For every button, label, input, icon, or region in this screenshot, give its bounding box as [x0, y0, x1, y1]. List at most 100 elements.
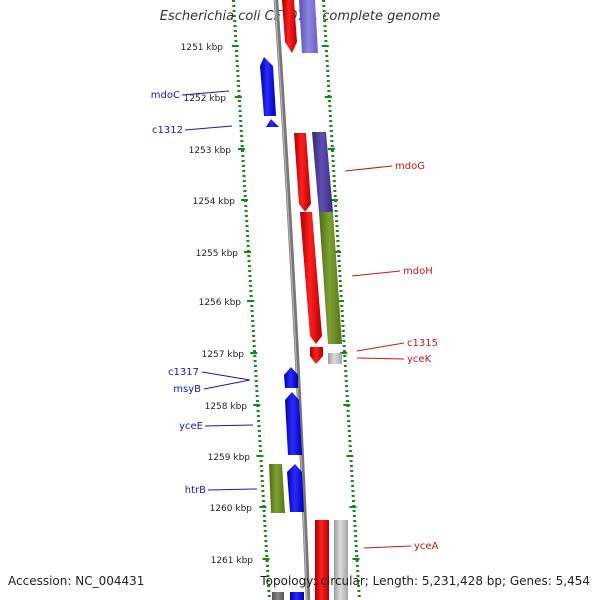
- gene-c1315: [310, 347, 323, 364]
- minor-tick: [251, 320, 255, 322]
- minor-tick: [234, 40, 238, 42]
- minor-tick: [323, 25, 327, 27]
- major-tick: [231, 45, 239, 47]
- minor-tick: [247, 260, 251, 262]
- minor-tick: [337, 260, 341, 262]
- kbp-label: 1253 kbp: [189, 146, 232, 156]
- minor-tick: [342, 345, 346, 347]
- kbp-label: 1258 kbp: [205, 402, 248, 412]
- minor-tick: [245, 220, 249, 222]
- minor-tick: [264, 545, 268, 547]
- minor-tick: [247, 255, 251, 257]
- gene-mdoC: [260, 57, 276, 116]
- kbp-ruler: 1251 kbp 1252 kbp 1253 kbp 1254 kbp 1255…: [181, 43, 254, 566]
- minor-tick: [257, 420, 261, 422]
- gene-label-c1315[interactable]: c1315: [407, 338, 438, 349]
- minor-tick: [235, 60, 239, 62]
- minor-tick: [254, 380, 258, 382]
- tick-marks: [231, 0, 361, 597]
- minor-tick: [333, 185, 337, 187]
- major-tick: [337, 300, 345, 302]
- minor-tick: [241, 150, 244, 152]
- minor-tick: [261, 485, 265, 487]
- minor-tick: [232, 10, 236, 12]
- minor-tick: [237, 90, 241, 92]
- minor-tick: [326, 80, 330, 82]
- cds-htrB: [269, 464, 285, 513]
- minor-tick: [352, 515, 356, 517]
- minor-tick: [337, 255, 341, 257]
- minor-tick: [333, 195, 337, 197]
- gene-label-mdoG[interactable]: mdoG: [395, 161, 425, 172]
- cds-yceA: [334, 520, 348, 600]
- minor-tick: [240, 135, 244, 137]
- cds-mdoH: [319, 212, 342, 344]
- minor-tick: [325, 65, 329, 67]
- minor-tick: [245, 230, 249, 232]
- minor-tick: [243, 185, 247, 187]
- minor-tick: [246, 240, 250, 242]
- major-tick: [253, 404, 261, 406]
- minor-tick: [335, 220, 339, 222]
- major-tick: [324, 96, 332, 98]
- major-tick: [343, 404, 351, 406]
- minor-tick: [343, 355, 347, 357]
- minor-tick: [242, 175, 246, 177]
- minor-tick: [330, 135, 334, 137]
- kbp-label: 1260 kbp: [210, 504, 253, 514]
- minor-tick: [357, 590, 361, 592]
- minor-tick: [345, 390, 349, 392]
- gene-label-htrB[interactable]: htrB: [185, 485, 206, 496]
- minor-tick: [241, 160, 245, 162]
- minor-tick: [245, 225, 249, 227]
- kbp-label: 1251 kbp: [181, 43, 224, 53]
- minor-tick: [356, 580, 360, 582]
- kbp-label: 1259 kbp: [208, 453, 251, 463]
- minor-tick: [236, 80, 240, 82]
- minor-tick: [267, 585, 271, 587]
- major-tick: [234, 96, 242, 98]
- minor-tick: [328, 100, 331, 102]
- gene-label-mdoH[interactable]: mdoH: [403, 266, 433, 277]
- minor-tick: [330, 140, 334, 142]
- minor-tick: [266, 580, 270, 582]
- minor-tick: [335, 230, 339, 232]
- minor-tick: [331, 160, 335, 162]
- gene-label-msyB[interactable]: msyB: [173, 384, 201, 395]
- minor-tick: [237, 85, 241, 87]
- gene-label-yceK[interactable]: yceK: [407, 354, 432, 365]
- minor-tick: [352, 510, 356, 512]
- minor-tick: [240, 145, 244, 147]
- minor-tick: [343, 350, 346, 352]
- minor-tick: [325, 50, 328, 52]
- minor-tick: [256, 410, 260, 412]
- minor-tick: [254, 370, 258, 372]
- minor-tick: [266, 575, 270, 577]
- gene-label-mdoC[interactable]: mdoC: [151, 90, 180, 101]
- minor-tick: [241, 165, 245, 167]
- minor-tick: [248, 280, 252, 282]
- minor-tick: [328, 110, 332, 112]
- major-tick: [247, 300, 255, 302]
- minor-tick: [256, 415, 260, 417]
- minor-tick: [334, 210, 338, 212]
- minor-tick: [265, 550, 268, 552]
- minor-tick: [247, 265, 251, 267]
- gene-label-yceE[interactable]: yceE: [179, 421, 203, 432]
- minor-tick: [350, 480, 354, 482]
- gene-label-yceA[interactable]: yceA: [414, 541, 439, 552]
- minor-tick: [340, 305, 344, 307]
- left-gene-labels: mdoC c1312 c1317 msyB yceE htrB: [151, 90, 258, 496]
- minor-tick: [238, 115, 242, 117]
- minor-tick: [336, 235, 340, 237]
- minor-tick: [353, 520, 357, 522]
- minor-tick: [357, 585, 361, 587]
- gene-label-c1317[interactable]: c1317: [168, 367, 199, 378]
- major-tick: [331, 199, 338, 201]
- kbp-label: 1261 kbp: [211, 556, 254, 566]
- minor-tick: [355, 550, 358, 552]
- minor-tick: [324, 40, 328, 42]
- gene-label-c1312[interactable]: c1312: [152, 125, 183, 136]
- major-tick: [256, 455, 264, 457]
- minor-tick: [346, 410, 350, 412]
